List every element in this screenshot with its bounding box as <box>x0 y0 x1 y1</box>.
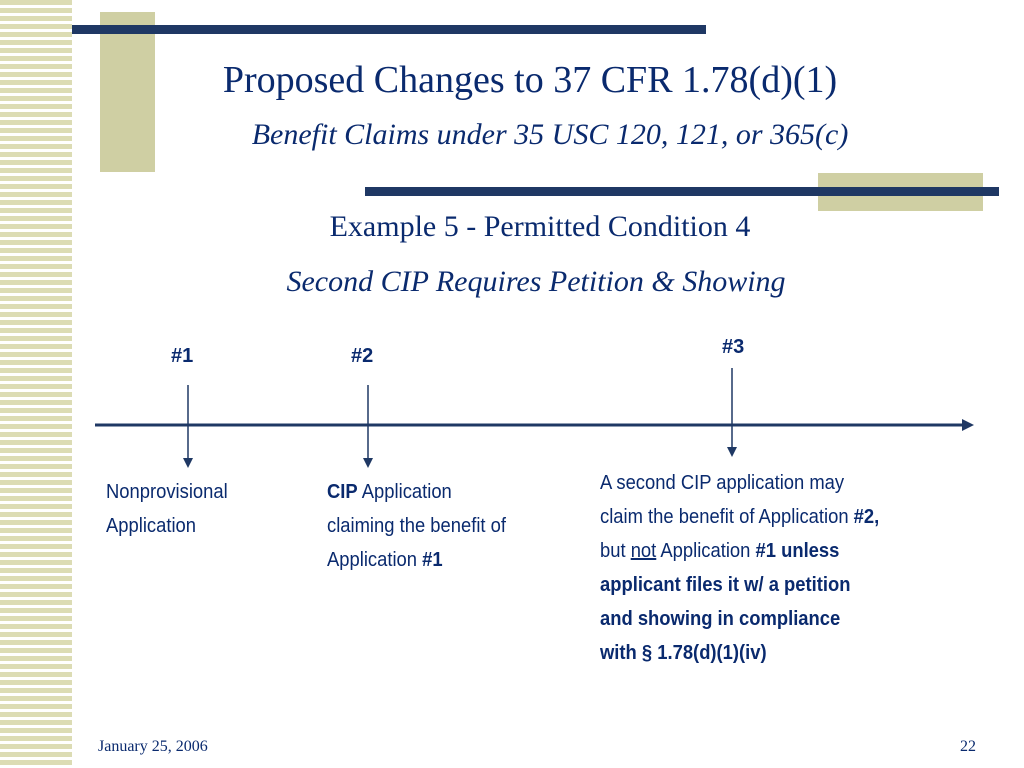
decorative-bar-right <box>365 187 999 196</box>
application-3-line2-text: claim the benefit of Application <box>600 506 854 528</box>
decorative-bar-top <box>72 25 706 34</box>
slide-subtitle: Benefit Claims under 35 USC 120, 121, or… <box>251 118 849 151</box>
marker-2-label: #2 <box>351 345 374 367</box>
marker-1-arrowhead <box>183 458 193 468</box>
application-3-line3: but not Application #1 unless <box>600 534 879 568</box>
application-2-line3-text: Application <box>327 549 423 571</box>
application-1-line2: Application <box>106 515 197 537</box>
page-number: 22 <box>960 738 976 755</box>
application-3-line1: A second CIP application may <box>600 472 845 494</box>
application-3-line6-text: with § 1.78(d)(1)(iv) <box>600 642 767 664</box>
application-2-line1-rest: Application <box>357 481 452 503</box>
footer-date: January 25, 2006 <box>98 738 208 755</box>
application-3-not: not <box>630 540 657 562</box>
application-3-line2: claim the benefit of Application #2, <box>600 500 879 534</box>
slide-title: Proposed Changes to 37 CFR 1.78(d)(1) <box>222 59 838 101</box>
application-3-ref-2: #2, <box>853 506 880 528</box>
timeline-arrowhead <box>962 419 974 431</box>
marker-3-arrowhead <box>727 447 737 457</box>
marker-1-label: #1 <box>171 345 194 367</box>
application-3-line4-text: applicant files it w/ a petition <box>600 574 851 596</box>
example-heading: Example 5 - Permitted Condition 4 <box>329 210 751 243</box>
application-1-description: Nonprovisional Application <box>106 475 228 543</box>
application-2-line1: CIP Application <box>327 475 506 509</box>
application-3-line5: and showing in compliance <box>600 602 879 636</box>
application-2-line2: claiming the benefit of <box>327 515 506 537</box>
application-2-line3: Application #1 <box>327 543 506 577</box>
application-2-ref: #1 <box>422 549 443 571</box>
application-2-description: CIP Application claiming the benefit of … <box>327 475 506 577</box>
application-3-line5-text: and showing in compliance <box>600 608 841 630</box>
application-1-line1: Nonprovisional <box>106 481 228 503</box>
marker-3-label: #3 <box>722 336 745 358</box>
application-3-line3-text: Application <box>656 540 756 562</box>
application-3-line4: applicant files it w/ a petition <box>600 568 879 602</box>
application-3-description: A second CIP application may claim the b… <box>600 466 879 670</box>
application-3-but: but <box>600 540 631 562</box>
marker-2-arrowhead <box>363 458 373 468</box>
left-striped-border <box>0 0 72 768</box>
example-subheading: Second CIP Requires Petition & Showing <box>286 265 786 298</box>
cip-label: CIP <box>327 481 358 503</box>
application-3-line6: with § 1.78(d)(1)(iv) <box>600 636 879 670</box>
application-3-ref-1: #1 unless <box>755 540 840 562</box>
decorative-square-top <box>100 12 155 172</box>
